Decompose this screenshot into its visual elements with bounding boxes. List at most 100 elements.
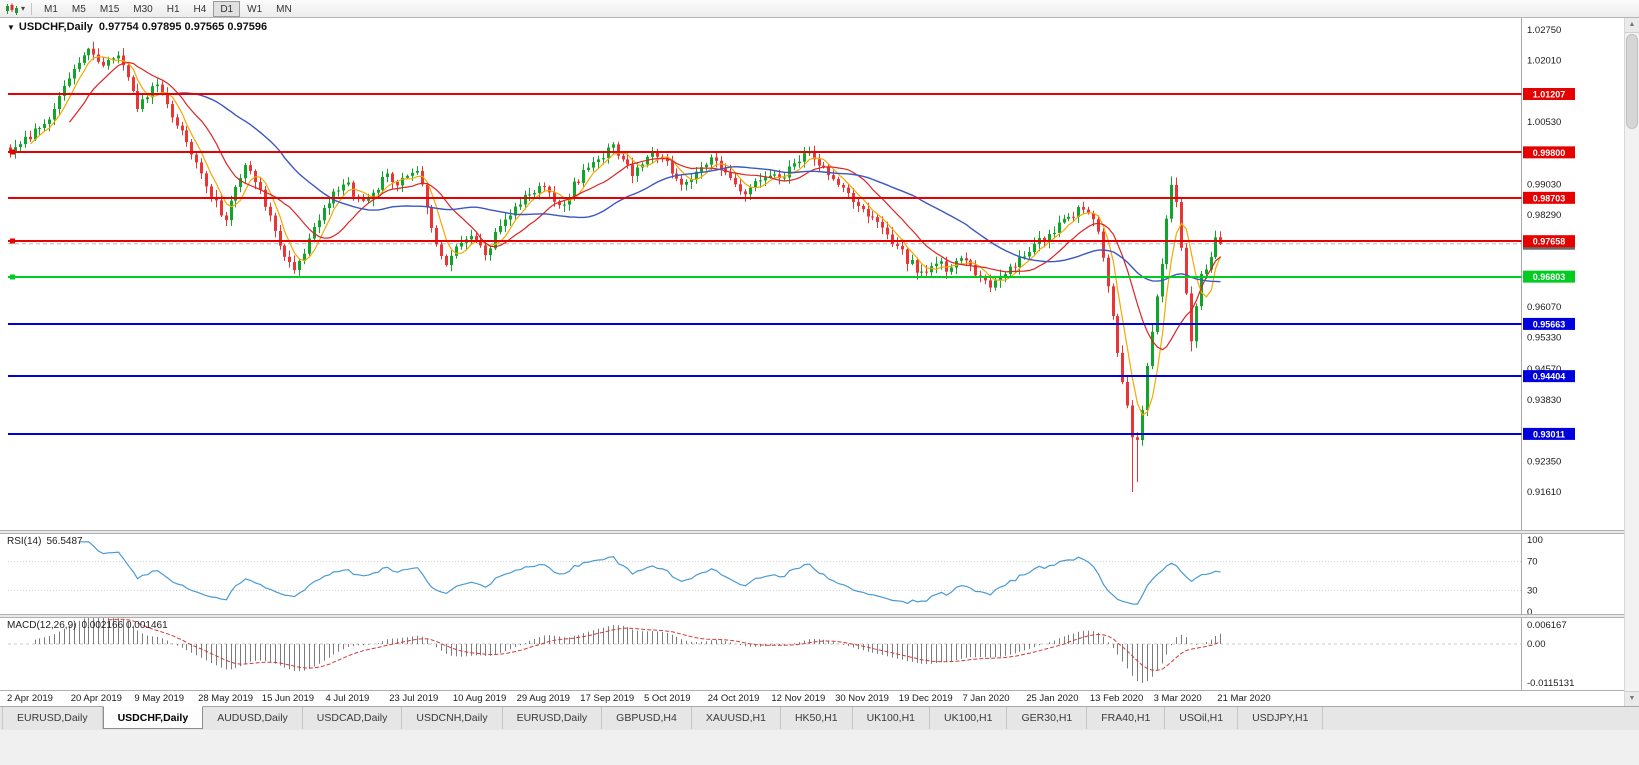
level-price-tag	[1523, 191, 1575, 204]
date-label: 2 Apr 2019	[7, 693, 53, 704]
date-label: 4 Jul 2019	[325, 693, 370, 704]
chart-tab-fra40-h1[interactable]: FRA40,H1	[1087, 707, 1166, 729]
timeframe-button-mn[interactable]: MN	[276, 3, 292, 15]
chart-tab-xauusd-h1[interactable]: XAUUSD,H1	[692, 707, 781, 729]
date-label: 17 Sep 2019	[580, 693, 635, 704]
level-price-tag	[1523, 235, 1575, 248]
line-handle	[10, 274, 15, 280]
macd-indicator-panel[interactable]: MACD(12,26,9) 0.002166 0.001461 0.006167 0…	[0, 618, 1624, 690]
date-label: 13 Feb 2020	[1089, 693, 1144, 704]
rsi-scale-label: 100	[1527, 535, 1543, 546]
price-tick-label: 1.00530	[1527, 117, 1561, 128]
chart-tab-eurusd-daily[interactable]: EURUSD,Daily	[2, 707, 103, 729]
ma-mid-line	[69, 61, 1221, 351]
chart-symbol-period: USDCHF,Daily	[18, 21, 93, 33]
svg-text:0.95663: 0.95663	[1533, 319, 1566, 329]
macd-scale-label: 0.00	[1527, 639, 1546, 650]
timeframe-toolbar: ▾ M1 M5 M15 M30 H1 H4 D1 W1 MN	[0, 0, 1639, 18]
chart-tab-usdcad-daily[interactable]: USDCAD,Daily	[303, 707, 403, 729]
level-price-tag	[1523, 317, 1575, 330]
date-label: 29 Aug 2019	[516, 693, 570, 704]
chart-workspace: ▼ USDCHF,Daily 0.97754 0.97895 0.97565 0.9…	[0, 18, 1639, 706]
date-label: 15 Jun 2019	[261, 693, 315, 704]
date-label: 12 Nov 2019	[771, 693, 826, 704]
line-handle	[10, 238, 15, 244]
chart-tab-usdchf-daily[interactable]: USDCHF,Daily	[102, 706, 204, 729]
level-price-tag	[1523, 427, 1575, 440]
horizontal-level-lines[interactable]	[8, 93, 1522, 435]
chart-tab-uk100-h1[interactable]: UK100,H1	[853, 707, 931, 729]
toolbar-separator	[31, 2, 33, 15]
chart-title: ▼ USDCHF,Daily 0.97754 0.97895 0.97565 0.9…	[7, 21, 267, 33]
main-chart-canvas[interactable]: 1.02750 1.02010 1.00530 0.99030 0.98290 0.960…	[0, 18, 1624, 530]
price-tick-label: 0.94570	[1527, 364, 1561, 375]
timeframe-button-h4[interactable]: H4	[193, 3, 207, 15]
macd-signal-line	[108, 618, 1221, 671]
date-label: 3 Mar 2020	[1153, 693, 1202, 704]
chart-tab-uk100-h1[interactable]: UK100,H1	[930, 707, 1008, 729]
timeframe-button-m1[interactable]: M1	[44, 3, 58, 15]
rsi-canvas[interactable]: 100 70 30 0	[0, 534, 1624, 614]
timeframe-button-m5[interactable]: M5	[71, 3, 86, 15]
chart-tab-audusd-daily[interactable]: AUDUSD,Daily	[203, 707, 303, 729]
chart-tab-ger30-h1[interactable]: GER30,H1	[1007, 707, 1088, 729]
ma-fast-line	[30, 55, 1222, 416]
level-price-tag	[1523, 370, 1575, 383]
line-handle	[10, 149, 15, 155]
macd-canvas[interactable]: 0.006167 0.00 -0.0115131	[0, 618, 1624, 690]
scroll-up-arrow-icon[interactable]: ▲	[1625, 18, 1639, 33]
candlestick-chart-type-icon[interactable]	[5, 3, 19, 15]
price-scale[interactable]: 1.02750 1.02010 1.00530 0.99030 0.98290 0.960…	[1523, 25, 1575, 498]
chart-tab-usoil-h1[interactable]: USOil,H1	[1165, 707, 1239, 729]
moving-average-lines	[30, 55, 1222, 416]
symbol-list-collapse-icon[interactable]: ▼	[7, 23, 15, 32]
chart-tab-usdjpy-h1[interactable]: USDJPY,H1	[1238, 707, 1324, 729]
macd-histogram	[35, 618, 1221, 683]
panel-splitter[interactable]	[0, 614, 1624, 618]
level-price-tag	[1523, 87, 1575, 100]
svg-text:0.97658: 0.97658	[1533, 237, 1566, 247]
price-tick-label: 1.02010	[1527, 56, 1561, 67]
date-label: 5 Oct 2019	[644, 693, 691, 704]
price-tick-label: 0.99030	[1527, 179, 1561, 190]
chart-ohlc-values: 0.97754 0.97895 0.97565 0.97596	[98, 21, 268, 33]
chart-tab-eurusd-daily[interactable]: EURUSD,Daily	[503, 707, 603, 729]
chart-tab-usdcnh-daily[interactable]: USDCNH,Daily	[402, 707, 503, 729]
timeframe-button-m15[interactable]: M15	[99, 3, 120, 15]
timeframe-button-w1[interactable]: W1	[247, 3, 263, 15]
chart-panels: ▼ USDCHF,Daily 0.97754 0.97895 0.97565 0.9…	[0, 18, 1624, 706]
date-label: 24 Oct 2019	[707, 693, 760, 704]
date-label: 9 May 2019	[134, 693, 185, 704]
vertical-scrollbar[interactable]: ▲ ▼	[1624, 18, 1639, 706]
svg-text:0.96803: 0.96803	[1533, 272, 1566, 282]
timeframe-button-m30[interactable]: M30	[133, 3, 153, 15]
date-label: 19 Dec 2019	[898, 693, 953, 704]
timeframe-button-d1[interactable]: D1	[213, 0, 241, 17]
chart-tab-hk50-h1[interactable]: HK50,H1	[781, 707, 853, 729]
scrollbar-thumb[interactable]	[1626, 34, 1638, 129]
date-label: 7 Jan 2020	[962, 693, 1010, 704]
scroll-down-arrow-icon[interactable]: ▼	[1625, 691, 1639, 706]
rsi-scale-label: 70	[1527, 557, 1538, 568]
macd-values: 0.002166 0.001461	[81, 620, 168, 631]
date-label: 28 May 2019	[198, 693, 254, 704]
svg-text:0.94404: 0.94404	[1533, 372, 1566, 382]
date-label: 30 Nov 2019	[835, 693, 889, 704]
chart-type-dropdown-icon[interactable]: ▾	[21, 4, 26, 13]
rsi-scale-label: 0	[1527, 607, 1532, 614]
macd-scale-label: 0.006167	[1527, 620, 1567, 631]
svg-text:0.98703: 0.98703	[1533, 193, 1566, 203]
ma-slow-line	[172, 92, 1221, 283]
main-chart-panel[interactable]: ▼ USDCHF,Daily 0.97754 0.97895 0.97565 0.9…	[0, 18, 1624, 530]
panel-splitter[interactable]	[0, 530, 1624, 534]
time-axis[interactable]: 2 Apr 2019 20 Apr 2019 9 May 2019 28 May 20…	[0, 690, 1624, 706]
chart-tab-gbpusd-h4[interactable]: GBPUSD,H4	[602, 707, 692, 729]
rsi-line	[79, 541, 1221, 605]
timeframe-button-h1[interactable]: H1	[166, 3, 180, 15]
level-price-tag	[1523, 146, 1575, 159]
rsi-indicator-panel[interactable]: RSI(14) 56.5487 100 70 30 0	[0, 534, 1624, 614]
price-tick-label: 0.91610	[1527, 487, 1561, 498]
macd-scale-label: -0.0115131	[1527, 678, 1574, 689]
svg-text:1.01207: 1.01207	[1533, 89, 1566, 99]
date-label: 25 Jan 2020	[1026, 693, 1079, 704]
